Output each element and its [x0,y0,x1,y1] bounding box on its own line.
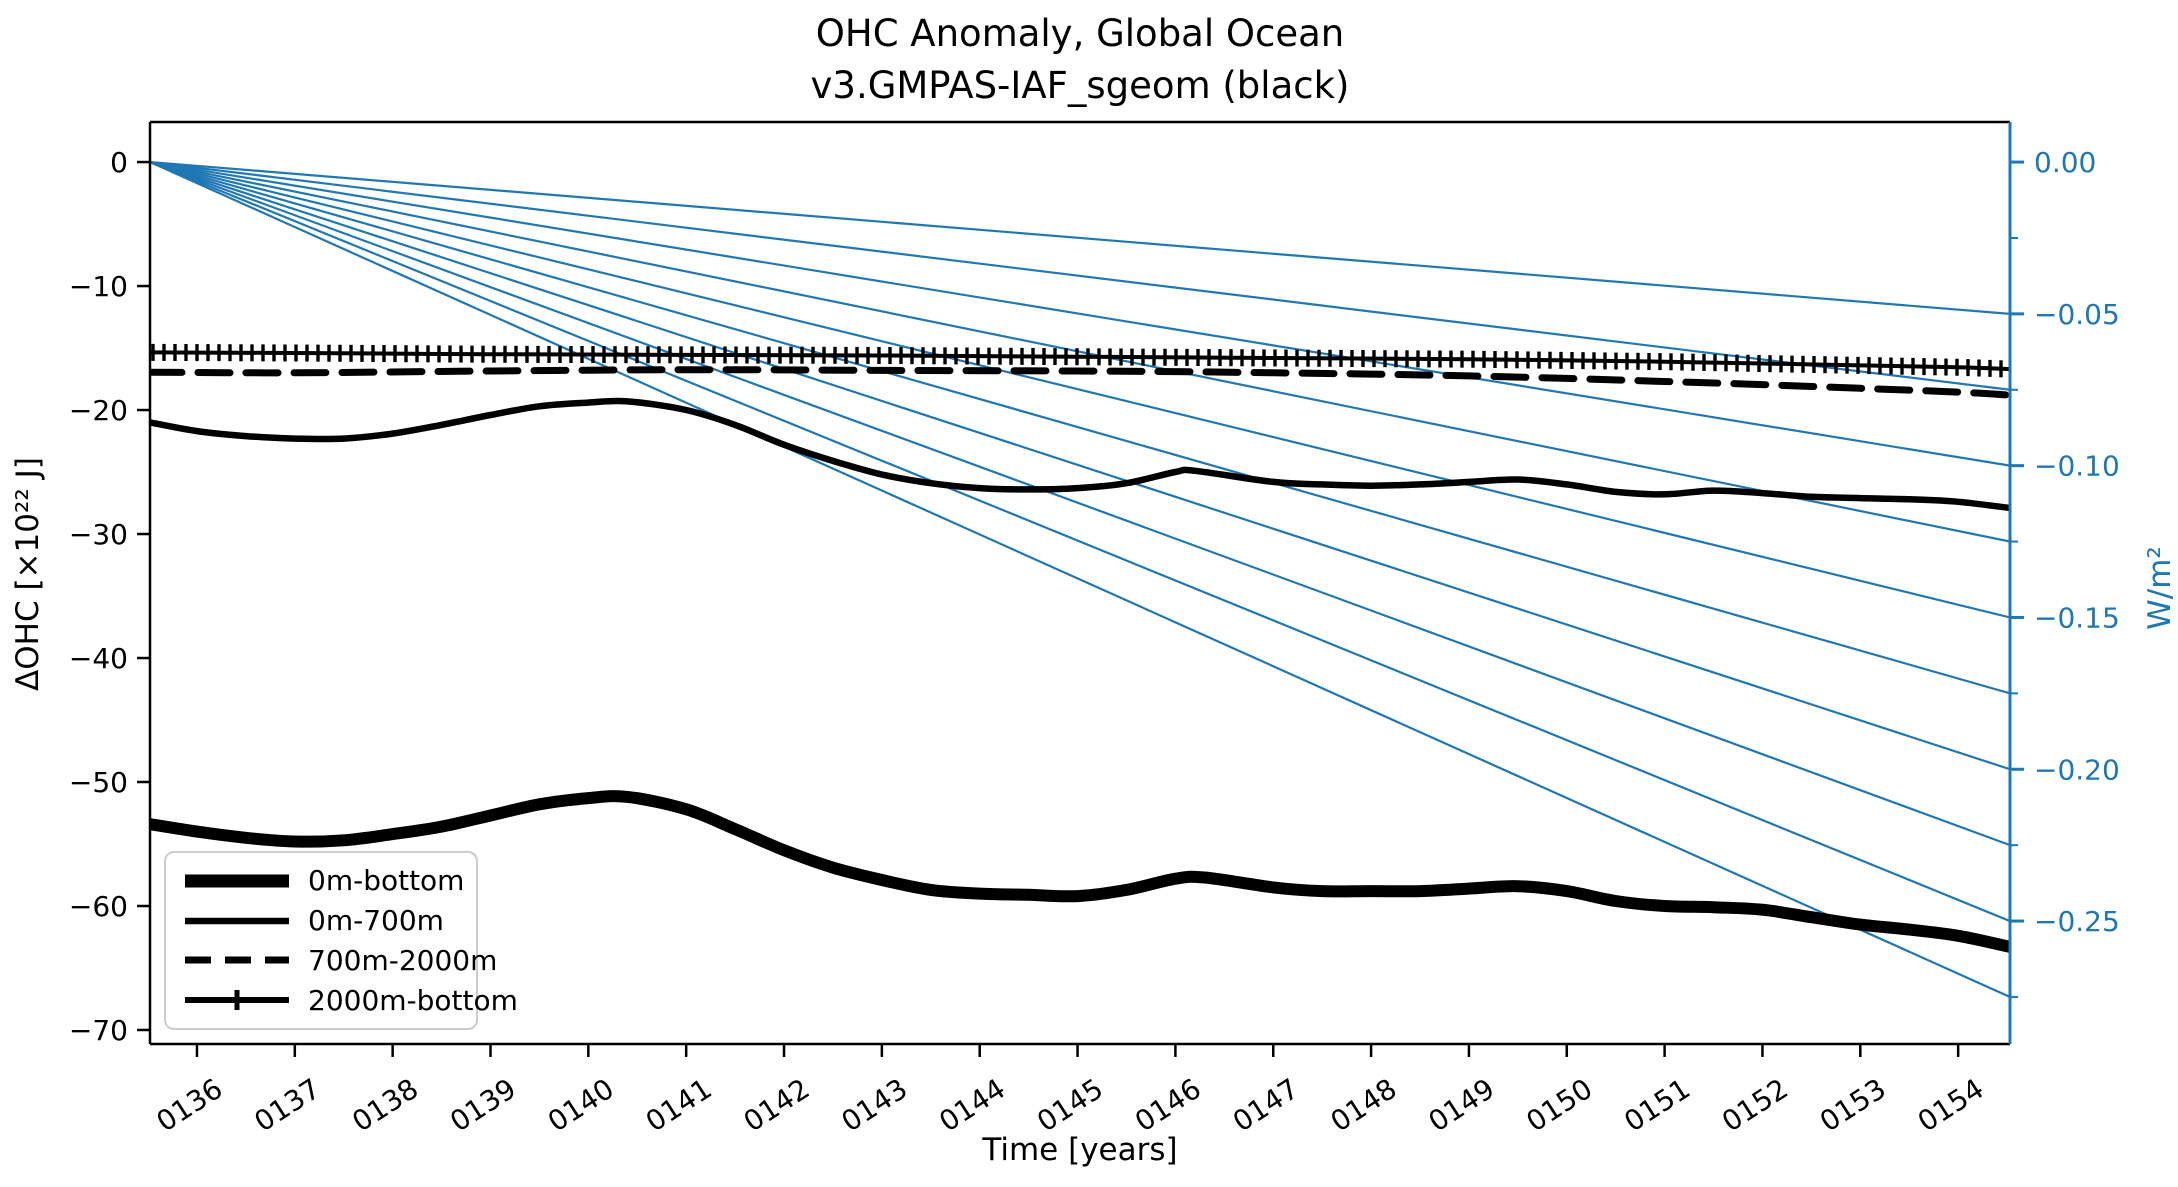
legend-line-sample-solid-icon [185,917,289,924]
series-line-2000m-bottom [150,350,2010,372]
x-tick-label: 0141 [640,1072,718,1138]
legend-label: 2000m-bottom [308,983,518,1017]
x-tick-label: 0154 [1912,1072,1990,1138]
legend-item-2000m-bottom: 2000m-bottom [182,984,518,1017]
x-tick-label: 0144 [933,1072,1011,1138]
y-right-tick-label: −0.25 [2034,905,2120,938]
reference-flux-line [150,160,2010,695]
x-tick-label: 0139 [444,1072,522,1138]
series-line-0m-bottom [150,790,2010,953]
x-tick-label: 0137 [249,1072,327,1138]
series-line-700m-2000m [150,366,2010,399]
x-tick-label: 0146 [1129,1072,1207,1138]
y-left-tick-label: −30 [69,518,128,551]
y-left-tick-label: −70 [69,1014,128,1047]
legend-line-sample-plus-icon [185,990,289,1011]
y-right-tick-label: 0.00 [2034,146,2096,179]
legend-label: 0m-700m [308,904,444,938]
y-right-tick-label: −0.15 [2034,601,2120,634]
chart-title-line2: v3.GMPAS-IAF_sgeom (black) [810,64,1350,107]
reference-flux-line [150,160,2010,543]
y-axis-label-right: W/m² [2142,546,2178,630]
legend-line-sample-thick-icon [185,874,289,888]
x-tick-label: 0142 [738,1072,816,1138]
y-right-tick-label: −0.05 [2034,298,2120,331]
y-left-tick-label: −20 [69,394,128,427]
legend-item-0m-bottom: 0m-bottom [182,864,464,897]
legend-item-700m-2000m: 700m-2000m [182,944,497,977]
y-left-tick-label: −10 [69,270,128,303]
x-tick-label: 0150 [1520,1072,1598,1138]
y-left-tick-label: −40 [69,642,128,675]
x-tick-label: 0147 [1227,1072,1305,1138]
legend-label: 0m-bottom [308,864,465,898]
x-tick-label: 0140 [542,1072,620,1138]
x-tick-label: 0138 [346,1072,424,1138]
reference-flux-line [150,161,2010,923]
x-tick-label: 0143 [836,1072,914,1138]
x-tick-label: 0148 [1325,1072,1403,1138]
y-right-tick-label: −0.20 [2034,753,2120,786]
x-tick-label: 0149 [1423,1072,1501,1138]
legend-box: 0m-bottom 0m-700m 700m-2000m 2000m-botto… [164,851,518,1030]
reference-flux-line [150,160,2010,619]
reference-flux-line [150,160,2010,391]
legend-line-sample-dashed-icon [185,956,289,964]
x-tick-label: 0152 [1716,1072,1794,1138]
legend-item-0m-700m: 0m-700m [182,904,460,937]
y-left-tick-label: 0 [110,146,128,179]
reference-flux-line [150,161,2010,998]
x-tick-label: 0145 [1031,1072,1109,1138]
x-tick-label: 0136 [151,1072,229,1138]
reference-flux-line [150,161,2010,847]
chart-title-line1: OHC Anomaly, Global Ocean [815,12,1345,55]
x-tick-label: 0153 [1814,1072,1892,1138]
reference-flux-line [150,160,2010,315]
x-tick-label: 0151 [1618,1072,1696,1138]
y-axis-label-left: ΔOHC [×10²² J] [10,457,46,691]
reference-flux-line [150,160,2010,467]
series-line-0m-700m [150,397,2010,512]
x-axis-label: Time [years] [982,1132,1178,1168]
legend-label: 700m-2000m [308,943,498,977]
y-right-tick-label: −0.10 [2034,450,2120,483]
y-left-tick-label: −50 [69,766,128,799]
chart-title: OHC Anomaly, Global Ocean v3.GMPAS-IAF_s… [150,8,2010,112]
reference-flux-line [150,161,2010,771]
y-left-tick-label: −60 [69,890,128,923]
